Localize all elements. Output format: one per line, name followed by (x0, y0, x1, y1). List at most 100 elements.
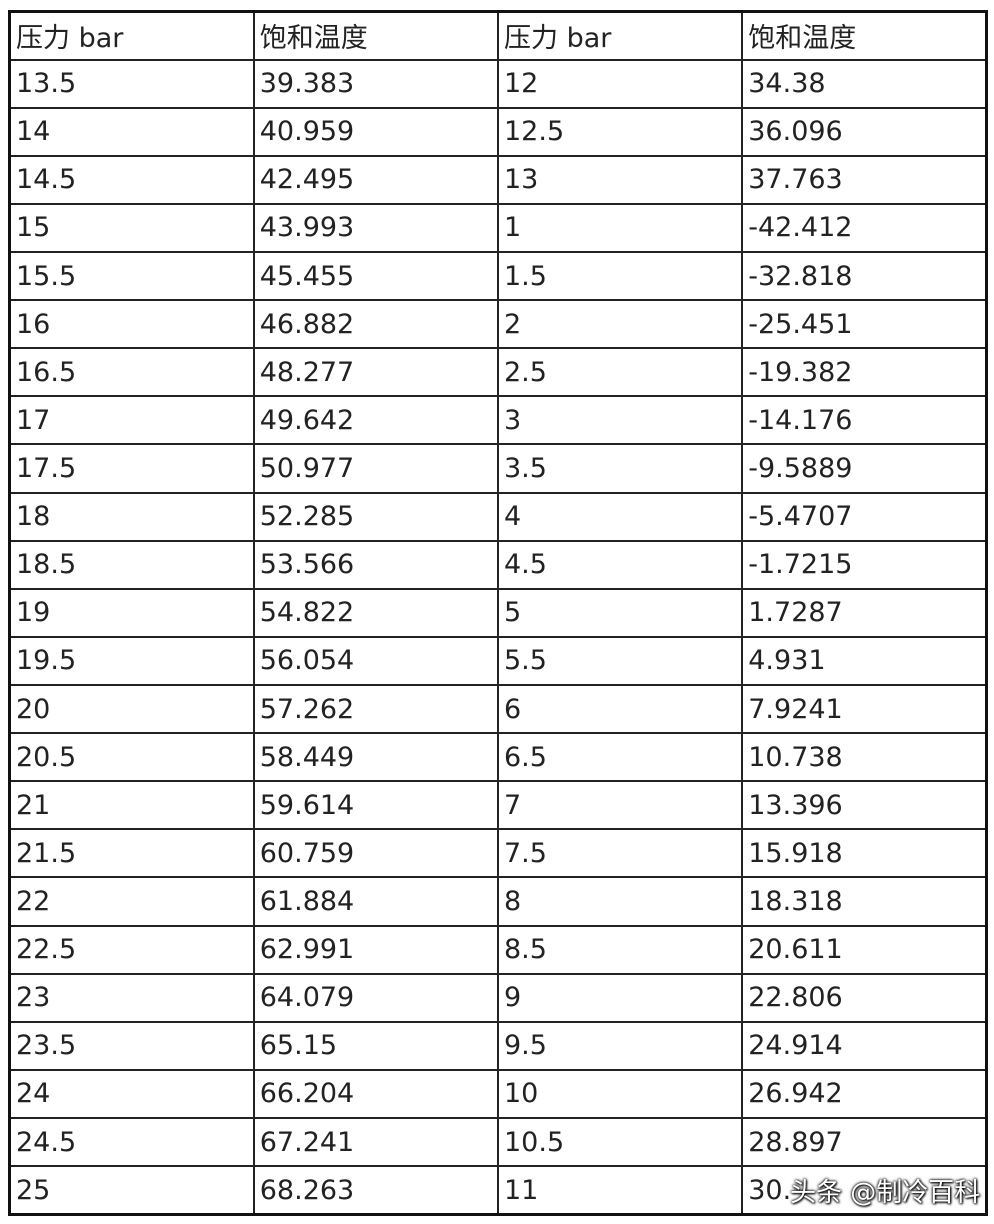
table-row: 18.5 53.566 4.5 -1.7215 (8, 539, 988, 590)
cell: 13 (496, 154, 744, 205)
cell: 62.991 (252, 924, 500, 975)
cell: 9 (496, 972, 744, 1023)
cell: 20 (8, 684, 255, 735)
cell: 28.897 (741, 1117, 988, 1168)
cell: 16 (8, 299, 255, 350)
cell: 14 (8, 106, 255, 157)
cell: 10 (496, 1068, 744, 1120)
cell: 10.738 (741, 732, 988, 783)
cell: 19 (8, 587, 255, 638)
cell: 7.5 (496, 828, 744, 879)
table-row: 21.5 60.759 7.5 15.918 (8, 828, 988, 879)
table-row: 24 66.204 10 26.942 (8, 1068, 988, 1120)
cell: 1 (496, 202, 744, 254)
table-row: 15.5 45.455 1.5 -32.818 (8, 251, 988, 302)
cell: 13.5 (8, 58, 255, 109)
cell: 43.993 (252, 202, 500, 254)
cell: 45.455 (252, 251, 500, 302)
cell: 14.5 (8, 154, 255, 205)
cell: 24 (8, 1068, 255, 1120)
cell: 18 (8, 491, 255, 542)
cell: 7.9241 (741, 684, 988, 735)
cell: 6.5 (496, 732, 744, 783)
cell: -14.176 (741, 395, 988, 446)
cell: 53.566 (252, 539, 500, 590)
cell: 23.5 (8, 1020, 255, 1071)
cell: 15.5 (8, 251, 255, 302)
header-cell: 饱和温度 (741, 10, 988, 61)
cell: 9.5 (496, 1020, 744, 1071)
header-row: 压力 bar 饱和温度 压力 bar 饱和温度 (8, 10, 988, 61)
cell: 66.204 (252, 1068, 500, 1120)
cell: 50.977 (252, 443, 500, 494)
cell: 2 (496, 299, 744, 350)
cell: 25 (8, 1165, 255, 1216)
cell: 11 (496, 1165, 744, 1216)
header-cell: 压力 bar (496, 10, 744, 61)
cell: 36.096 (741, 106, 988, 157)
table-row: 14 40.959 12.5 36.096 (8, 106, 988, 157)
cell: 39.383 (252, 58, 500, 109)
cell: 30. (741, 1165, 988, 1216)
cell: 4.5 (496, 539, 744, 590)
cell: 5.5 (496, 635, 744, 687)
cell: -9.5889 (741, 443, 988, 494)
pressure-temperature-table: 压力 bar 饱和温度 压力 bar 饱和温度 13.5 39.383 12 34.38 14 4… (8, 10, 988, 1216)
cell: 1.5 (496, 251, 744, 302)
cell: -19.382 (741, 347, 988, 398)
table-row: 16 46.882 2 -25.451 (8, 299, 988, 350)
cell: 22 (8, 876, 255, 927)
cell: 8.5 (496, 924, 744, 975)
cell: 3.5 (496, 443, 744, 494)
cell: -25.451 (741, 299, 988, 350)
cell: 23 (8, 972, 255, 1023)
cell: 1.7287 (741, 587, 988, 638)
table-row: 18 52.285 4 -5.4707 (8, 491, 988, 542)
cell: 61.884 (252, 876, 500, 927)
cell: -42.412 (741, 202, 988, 254)
cell: 15 (8, 202, 255, 254)
cell: 56.054 (252, 635, 500, 687)
cell: 24.5 (8, 1117, 255, 1168)
cell: 22.5 (8, 924, 255, 975)
cell: 6 (496, 684, 744, 735)
cell: 21 (8, 780, 255, 831)
cell: -32.818 (741, 251, 988, 302)
cell: 64.079 (252, 972, 500, 1023)
table-row: 17.5 50.977 3.5 -9.5889 (8, 443, 988, 494)
cell: -5.4707 (741, 491, 988, 542)
cell: 48.277 (252, 347, 500, 398)
cell: 42.495 (252, 154, 500, 205)
cell: 68.263 (252, 1165, 500, 1216)
cell: 57.262 (252, 684, 500, 735)
table-row: 22.5 62.991 8.5 20.611 (8, 924, 988, 975)
cell: 18.318 (741, 876, 988, 927)
cell: 5 (496, 587, 744, 638)
watermark: 头条 @制冷百科 (790, 1178, 981, 1208)
table-body: 压力 bar 饱和温度 压力 bar 饱和温度 13.5 39.383 12 34.38 14 4… (8, 10, 988, 1216)
cell: 18.5 (8, 539, 255, 590)
table-row: 21 59.614 7 13.396 (8, 780, 988, 831)
cell: 22.806 (741, 972, 988, 1023)
cell: 49.642 (252, 395, 500, 446)
cell: 16.5 (8, 347, 255, 398)
cell: 17 (8, 395, 255, 446)
table-row: 19.5 56.054 5.5 4.931 (8, 635, 988, 687)
cell: 58.449 (252, 732, 500, 783)
table-row: 19 54.822 5 1.7287 (8, 587, 988, 638)
cell: 59.614 (252, 780, 500, 831)
cell: 26.942 (741, 1068, 988, 1120)
table-row: 25 68.263 11 30. (8, 1165, 988, 1216)
table-row: 15 43.993 1 -42.412 (8, 202, 988, 254)
cell: 19.5 (8, 635, 255, 687)
cell: 20.5 (8, 732, 255, 783)
table-row: 23.5 65.15 9.5 24.914 (8, 1020, 988, 1071)
cell: 37.763 (741, 154, 988, 205)
cell: 52.285 (252, 491, 500, 542)
cell: 40.959 (252, 106, 500, 157)
cell: 20.611 (741, 924, 988, 975)
table-row: 17 49.642 3 -14.176 (8, 395, 988, 446)
table-row: 20.5 58.449 6.5 10.738 (8, 732, 988, 783)
cell: 24.914 (741, 1020, 988, 1071)
cell: 7 (496, 780, 744, 831)
